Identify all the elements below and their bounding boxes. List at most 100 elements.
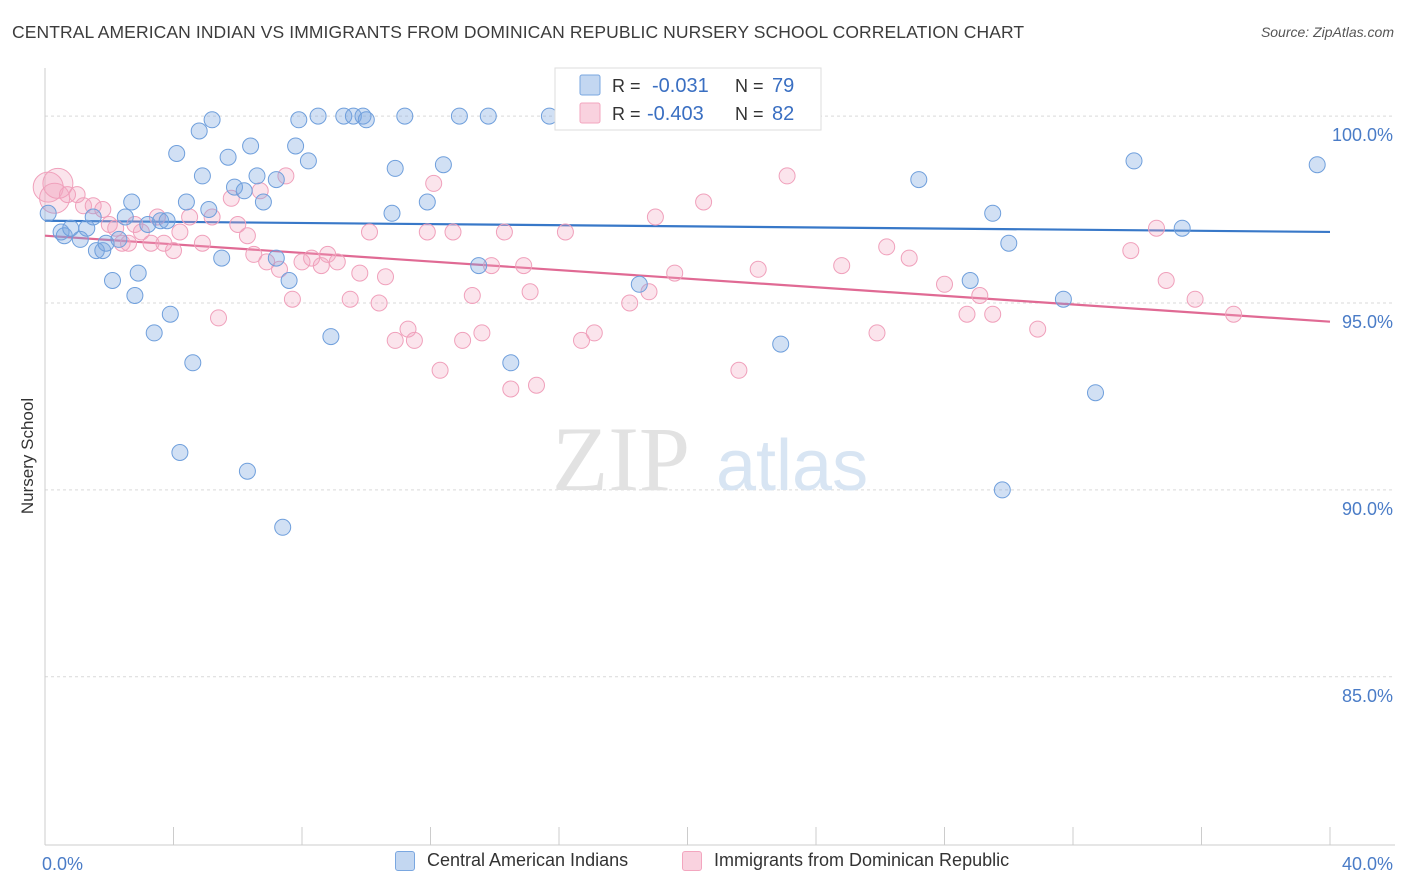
point-central-american-indians-36 bbox=[254, 193, 272, 211]
point-dominican-republic-71 bbox=[878, 238, 896, 256]
legend-label-central-american-indians: Central American Indians bbox=[427, 850, 629, 870]
chart-title: CENTRAL AMERICAN INDIAN VS IMMIGRANTS FR… bbox=[12, 22, 1025, 42]
point-dominican-republic-18 bbox=[171, 223, 189, 241]
point-dominican-republic-76 bbox=[984, 305, 1002, 323]
watermark: ZIP atlas bbox=[552, 408, 868, 510]
point-dominican-republic-32 bbox=[293, 253, 311, 271]
point-dominican-republic-44 bbox=[405, 331, 423, 349]
point-central-american-indians-45 bbox=[322, 328, 340, 346]
point-central-american-indians-24 bbox=[184, 354, 202, 372]
point-dominican-republic-57 bbox=[528, 376, 545, 394]
chart-source: Source: ZipAtlas.com bbox=[1260, 24, 1394, 40]
watermark-zip: ZIP bbox=[552, 408, 690, 510]
stats-swatch-blue bbox=[579, 74, 601, 96]
point-central-american-indians-51 bbox=[386, 159, 404, 177]
point-dominican-republic-54 bbox=[502, 380, 520, 398]
point-central-american-indians-9 bbox=[97, 234, 115, 252]
point-central-american-indians-30 bbox=[219, 148, 237, 166]
point-central-american-indians-74 bbox=[1308, 156, 1326, 174]
legend-item-dominican-republic: Immigrants from Dominican Republic bbox=[682, 850, 1009, 871]
point-central-american-indians-18 bbox=[152, 212, 170, 230]
point-central-american-indians-32 bbox=[235, 182, 253, 200]
point-dominican-republic-40 bbox=[370, 294, 388, 312]
point-dominican-republic-61 bbox=[621, 294, 639, 312]
point-dominican-republic-75 bbox=[971, 287, 989, 304]
point-central-american-indians-72 bbox=[1125, 152, 1143, 170]
point-dominican-republic-20 bbox=[193, 234, 211, 252]
point-central-american-indians-16 bbox=[139, 216, 157, 233]
point-dominican-republic-74 bbox=[958, 305, 976, 323]
watermark-atlas: atlas bbox=[716, 426, 868, 506]
point-central-american-indians-53 bbox=[418, 193, 436, 211]
point-dominican-republic-49 bbox=[454, 331, 472, 349]
point-dominican-republic-63 bbox=[646, 208, 664, 226]
axes bbox=[44, 68, 1395, 846]
point-central-american-indians-35 bbox=[248, 167, 266, 185]
stats-r-label-blue: R = bbox=[612, 76, 641, 96]
point-dominican-republic-26 bbox=[245, 245, 263, 263]
point-central-american-indians-38 bbox=[267, 249, 285, 267]
point-dominican-republic-24 bbox=[229, 216, 247, 233]
point-central-american-indians-57 bbox=[479, 107, 497, 125]
point-dominican-republic-69 bbox=[833, 257, 851, 275]
trend-line-central-american-indians bbox=[44, 219, 1331, 234]
point-dominican-republic-31 bbox=[283, 290, 301, 308]
point-central-american-indians-40 bbox=[280, 272, 298, 289]
point-central-american-indians-6 bbox=[84, 208, 102, 226]
point-central-american-indians-68 bbox=[993, 481, 1011, 499]
stats-n-label-blue: N = bbox=[735, 76, 764, 96]
point-central-american-indians-43 bbox=[299, 152, 317, 170]
trend-lines bbox=[44, 219, 1331, 323]
point-central-american-indians-70 bbox=[1054, 290, 1072, 308]
point-central-american-indians-52 bbox=[396, 107, 414, 125]
point-dominican-republic-70 bbox=[868, 324, 886, 342]
y-tick-label-90: 90.0% bbox=[1342, 499, 1393, 519]
point-central-american-indians-61 bbox=[630, 275, 648, 293]
stats-n-value-pink: 82 bbox=[772, 103, 794, 125]
y-tick-label-85: 85.0% bbox=[1342, 686, 1393, 706]
x-tick-labels: 0.0% 40.0% bbox=[42, 854, 1393, 874]
point-dominican-republic-80 bbox=[1157, 272, 1175, 289]
point-central-american-indians-71 bbox=[1087, 384, 1104, 402]
point-central-american-indians-20 bbox=[161, 305, 179, 323]
stats-legend: R = -0.031 N = 79 R = -0.403 N = 82 bbox=[554, 67, 822, 131]
point-dominican-republic-39 bbox=[361, 223, 378, 241]
point-dominican-republic-46 bbox=[425, 174, 443, 192]
point-dominican-republic-59 bbox=[573, 331, 590, 349]
point-dominican-republic-36 bbox=[328, 253, 346, 271]
point-dominican-republic-77 bbox=[1029, 320, 1047, 338]
point-central-american-indians-17 bbox=[145, 324, 163, 342]
point-central-american-indians-67 bbox=[984, 204, 1002, 222]
point-central-american-indians-19 bbox=[158, 212, 176, 230]
x-tick-label-0: 0.0% bbox=[42, 854, 83, 874]
point-central-american-indians-49 bbox=[357, 111, 375, 129]
point-central-american-indians-15 bbox=[129, 264, 147, 282]
point-central-american-indians-21 bbox=[168, 145, 186, 162]
point-dominican-republic-38 bbox=[351, 264, 369, 282]
point-dominican-republic-2 bbox=[42, 167, 74, 199]
series-legend: Central American Indians Immigrants from… bbox=[0, 850, 1406, 880]
point-central-american-indians-42 bbox=[290, 111, 308, 129]
point-central-american-indians-12 bbox=[116, 208, 134, 226]
point-dominican-republic-73 bbox=[936, 275, 953, 293]
point-dominican-republic-72 bbox=[900, 249, 918, 267]
point-dominican-republic-67 bbox=[749, 260, 767, 278]
point-central-american-indians-66 bbox=[961, 272, 979, 289]
point-dominican-republic-19 bbox=[181, 208, 199, 226]
point-dominican-republic-50 bbox=[463, 287, 481, 304]
point-dominican-republic-60 bbox=[585, 324, 603, 342]
point-central-american-indians-56 bbox=[470, 257, 488, 275]
point-dominican-republic-51 bbox=[473, 324, 491, 342]
point-central-american-indians-34 bbox=[242, 137, 260, 155]
point-dominican-republic-48 bbox=[444, 223, 462, 241]
point-dominican-republic-82 bbox=[1225, 305, 1243, 323]
point-dominican-republic-66 bbox=[730, 361, 748, 379]
point-dominican-republic-23 bbox=[222, 189, 240, 207]
point-central-american-indians-58 bbox=[502, 354, 520, 372]
stats-swatch-pink bbox=[579, 102, 601, 124]
point-dominican-republic-78 bbox=[1122, 242, 1140, 260]
stats-r-value-blue: -0.031 bbox=[652, 75, 709, 97]
point-dominican-republic-79 bbox=[1148, 219, 1165, 237]
point-central-american-indians-55 bbox=[450, 107, 468, 125]
